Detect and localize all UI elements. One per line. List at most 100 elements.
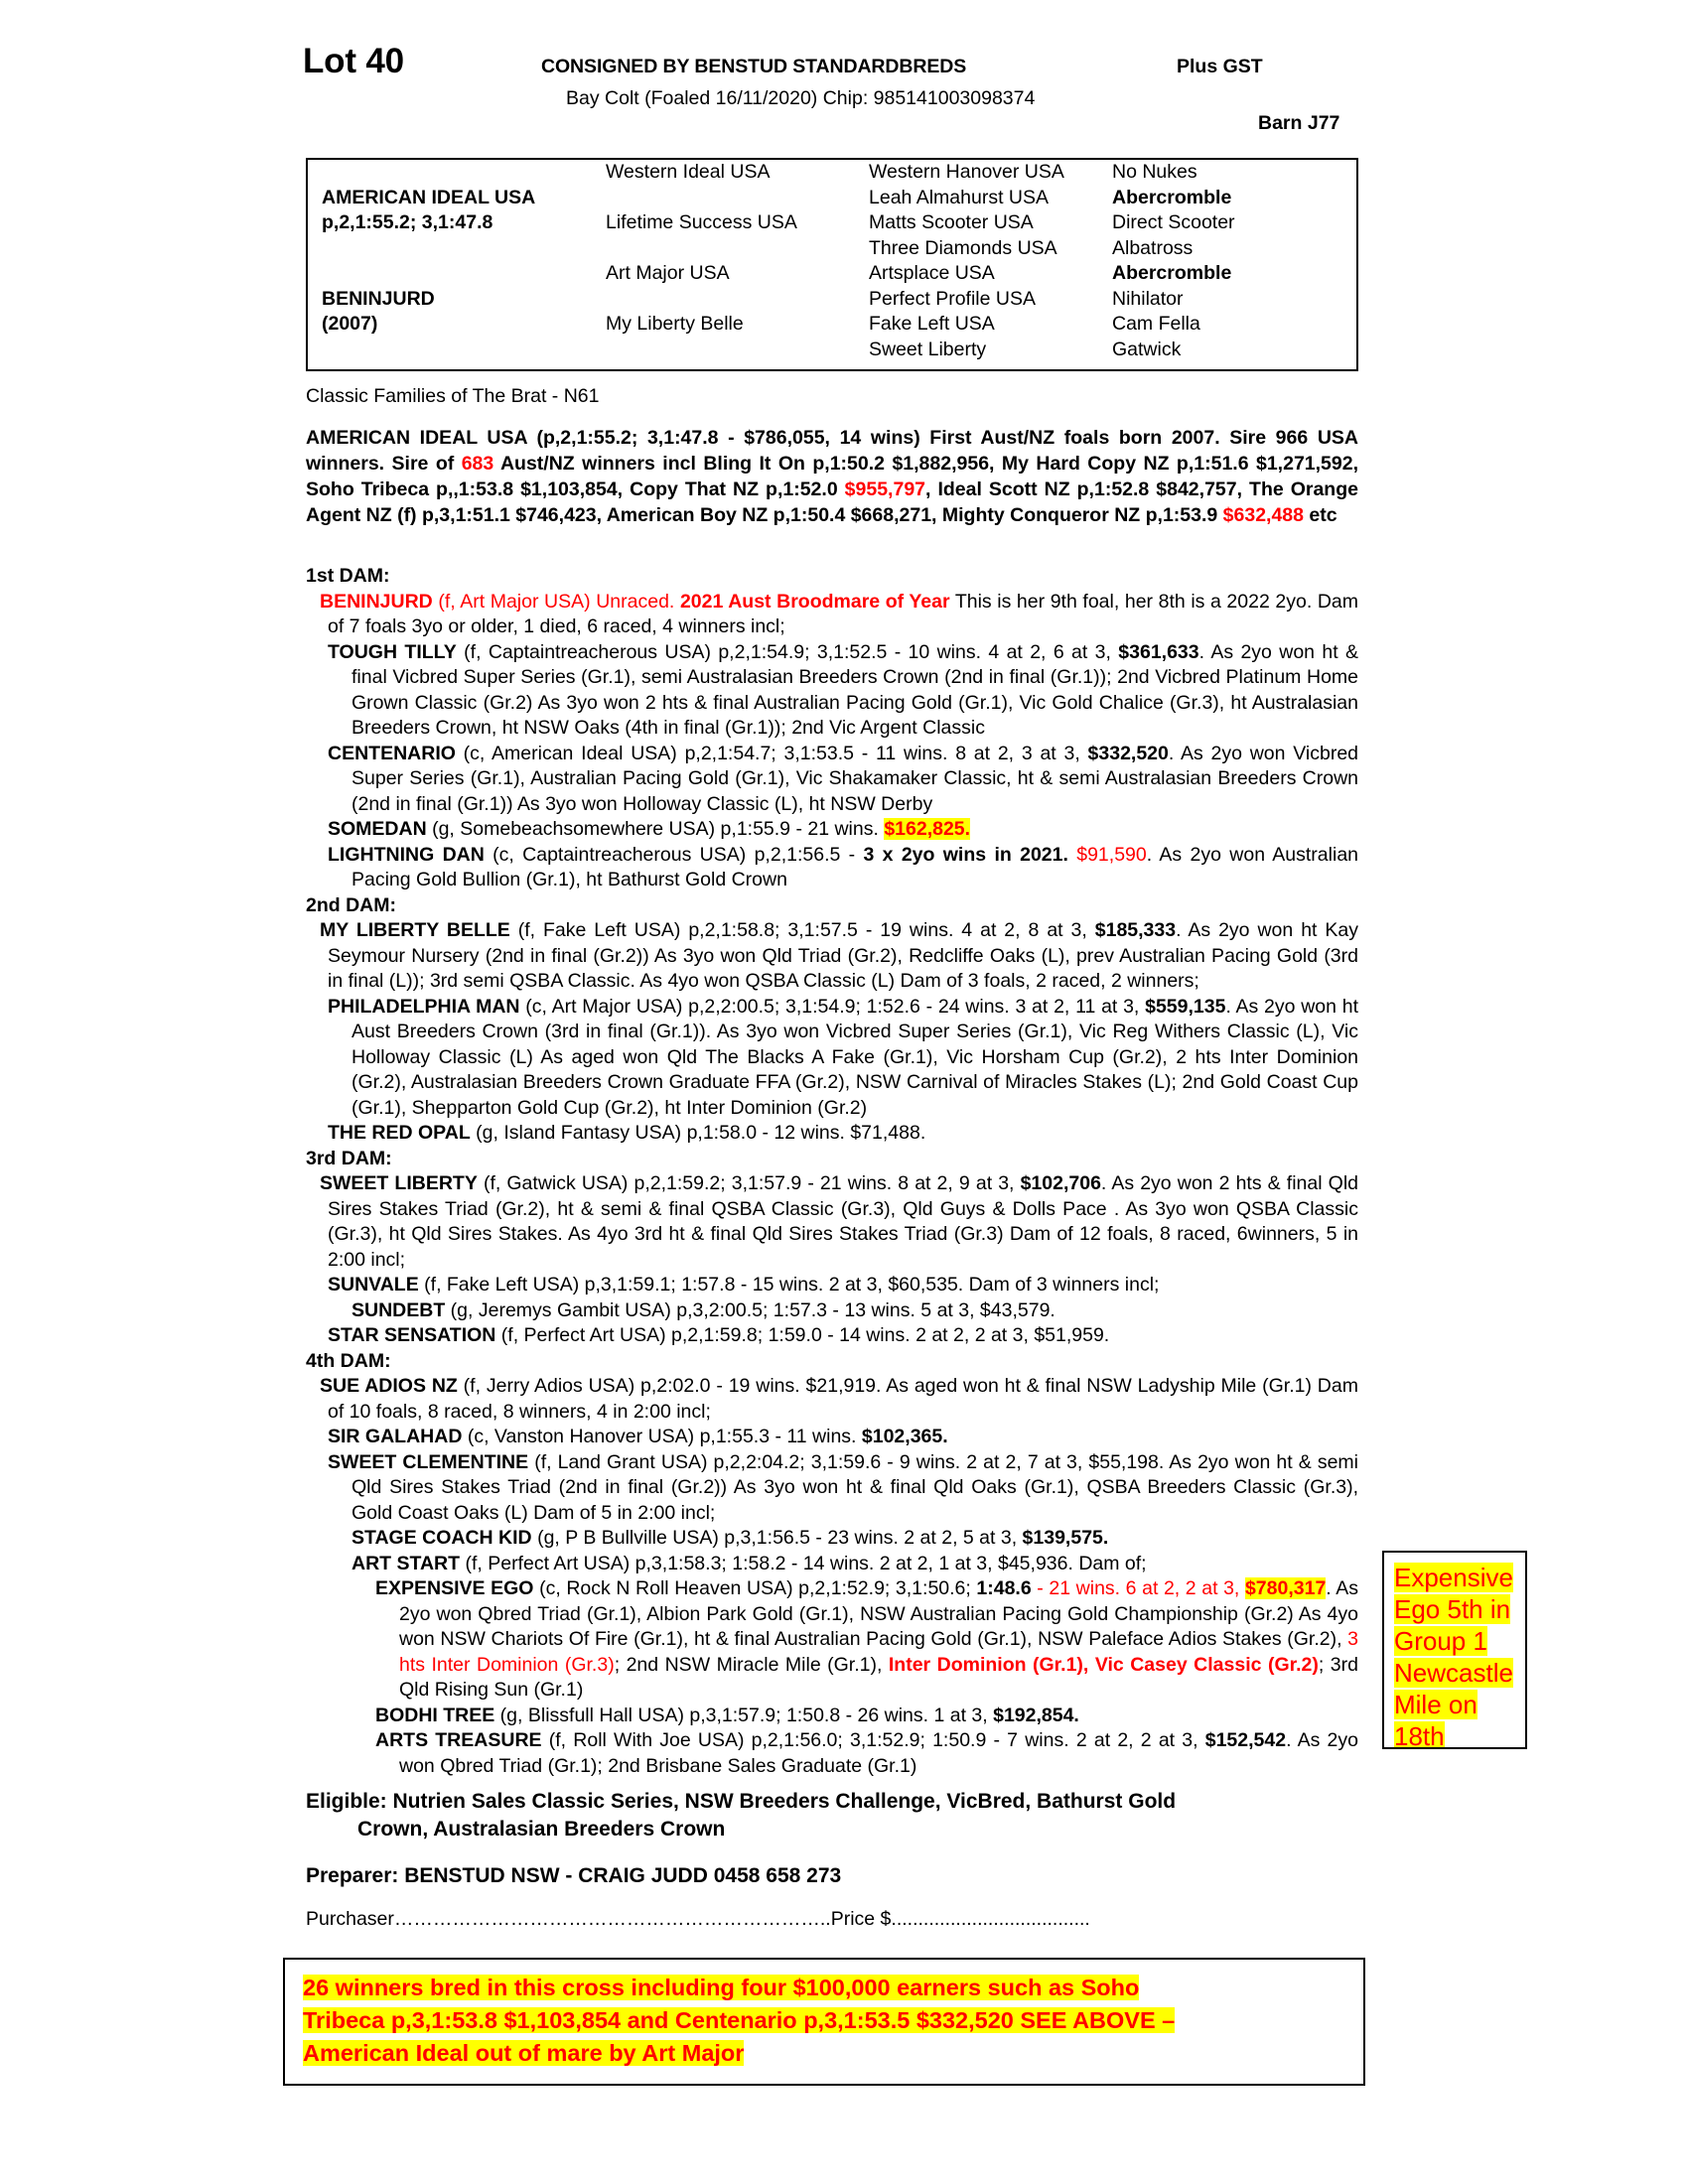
horse-name: SIR GALAHAD — [328, 1426, 463, 1447]
horse-red-placing-2: Inter Dominion (Gr.1), Vic Casey Classic… — [888, 1653, 1319, 1676]
classic-families-line: Classic Families of The Brat - N61 — [306, 385, 600, 407]
horse-name: CENTENARIO — [328, 742, 456, 764]
horse-best-time: 1:48.6 — [976, 1577, 1032, 1599]
horse-earnings: $185,333 — [1094, 919, 1177, 941]
pedigree-cell: Three Diamonds USA — [869, 236, 1057, 259]
entry-bodhi-tree: BODHI TREE (g, Blissfull Hall USA) p,3,1… — [306, 1704, 1358, 1729]
horse-record-1: . As 2yo won Qbred Triad (Gr.1), Albion … — [399, 1577, 1358, 1650]
entry-sir-galahad: SIR GALAHAD (c, Vanston Hanover USA) p,1… — [306, 1425, 1358, 1450]
pedigree-cell: Fake Left USA — [869, 313, 995, 335]
cross-line-3: American Ideal out of mare by Art Major — [303, 2040, 745, 2066]
colt-details-line: Bay Colt (Foaled 16/11/2020) Chip: 98514… — [566, 87, 1036, 109]
horse-record-2: ; 2nd NSW Miracle Mile (Gr.1), — [614, 1653, 889, 1676]
note-line-5: Mile on 18th — [1394, 1690, 1477, 1749]
sire-text-1: AMERICAN IDEAL USA (p,2,1:55.2; 3,1:47.8… — [306, 427, 1358, 475]
horse-earnings: $192,854. — [993, 1704, 1079, 1726]
horse-detail: (f, Land Grant USA) p,2,2:04.2; 3,1:59.6… — [352, 1450, 1358, 1524]
horse-name: PHILADELPHIA MAN — [328, 995, 520, 1018]
horse-record: . As 2yo won Australian Pacing Gold Bull… — [352, 843, 1359, 891]
entry-stage-coach-kid: STAGE COACH KID (g, P B Bullville USA) p… — [306, 1526, 1358, 1552]
entry-beninjurd: BENINJURD (f, Art Major USA) Unraced. 20… — [306, 590, 1358, 640]
note-line-2: Ego 5th in — [1394, 1594, 1511, 1624]
horse-wins: - 21 wins. 6 at 2, 2 at 3, — [1031, 1577, 1245, 1599]
page-header: Lot 40 CONSIGNED BY BENSTUD STANDARDBRED… — [0, 0, 1688, 134]
broodmare-award: 2021 Aust Broodmare of Year — [679, 590, 950, 613]
annotation-note-text: Expensive Ego 5th in Group 1 Newcastle M… — [1384, 1553, 1525, 1749]
consignor-line: CONSIGNED BY BENSTUD STANDARDBREDS — [541, 56, 967, 77]
plus-gst-label: Plus GST — [1177, 56, 1263, 77]
horse-earnings: $152,542 — [1204, 1729, 1287, 1751]
entry-somedan: SOMEDAN (g, Somebeachsomewhere USA) p,1:… — [306, 817, 1358, 843]
dam-name: BENINJURD — [322, 287, 435, 310]
pedigree-cell: Abercromble — [1112, 262, 1232, 284]
annotation-note-box: Expensive Ego 5th in Group 1 Newcastle M… — [1382, 1551, 1527, 1749]
pedigree-col-grandparents: Western Ideal USA x Lifetime Success USA… — [606, 160, 869, 338]
horse-detail: (f, Perfect Art USA) p,2,1:59.8; 1:59.0 … — [495, 1324, 1110, 1346]
lot-number: Lot 40 — [303, 42, 404, 80]
horse-name: STAGE COACH KID — [352, 1527, 532, 1549]
horse-detail: (f, Roll With Joe USA) p,2,1:56.0; 3,1:5… — [541, 1729, 1205, 1751]
sire-winners-count: 683 — [461, 453, 494, 475]
entry-the-red-opal: THE RED OPAL (g, Island Fantasy USA) p,1… — [306, 1121, 1358, 1147]
horse-2yo-wins: 3 x 2yo wins in 2021. — [863, 843, 1068, 866]
horse-record: . As 2yo won Vicbred Super Series (Gr.1)… — [352, 742, 1359, 815]
entry-philadelphia-man: PHILADELPHIA MAN (c, Art Major USA) p,2,… — [306, 995, 1358, 1122]
pedigree-col-4th-gen: No Nukes Abercromble Direct Scooter Alba… — [1112, 160, 1350, 362]
pedigree-cell: Direct Scooter — [1112, 211, 1235, 233]
horse-name: SWEET LIBERTY — [320, 1172, 478, 1194]
sire-earnings-2: $632,488 — [1222, 504, 1304, 526]
horse-detail: (c, Vanston Hanover USA) p,1:55.3 - 11 w… — [462, 1426, 862, 1447]
dam-heading-2: 2nd DAM: — [306, 893, 396, 916]
horse-detail: (f, Captaintreacherous USA) p,2,1:54.9; … — [456, 640, 1119, 663]
horse-name: LIGHTNING DAN — [328, 843, 485, 866]
pedigree-cell: Leah Almahurst USA — [869, 186, 1050, 208]
entry-lightning-dan: LIGHTNING DAN (c, Captaintreacherous USA… — [306, 843, 1358, 893]
pedigree-cell: Lifetime Success USA — [606, 211, 797, 233]
pedigree-table: x AMERICAN IDEAL USA p,2,1:55.2; 3,1:47.… — [306, 158, 1358, 371]
horse-detail: (g, Jeremys Gambit USA) p,3,2:00.5; 1:57… — [445, 1298, 1055, 1321]
horse-detail: (f, Jerry Adios USA) p,2:02.0 - 19 wins.… — [328, 1375, 1358, 1423]
entry-sue-adios: SUE ADIOS NZ (f, Jerry Adios USA) p,2:02… — [306, 1374, 1358, 1425]
horse-name: SUNDEBT — [352, 1298, 446, 1321]
sire-text-3: , Ideal Scott NZ p,1:52.8 $842,757, The … — [306, 478, 1358, 526]
pedigree-narrative: 1st DAM: BENINJURD (f, Art Major USA) Un… — [306, 564, 1358, 1779]
sire-text-2: Aust/NZ winners incl Bling It On p,1:50.… — [306, 453, 1359, 500]
eligible-line-2: Crown, Australasian Breeders Crown — [357, 1818, 726, 1841]
horse-record: . As 2yo won ht Aust Breeders Crown (3rd… — [352, 995, 1358, 1119]
horse-record: . As 2yo won ht & final Vicbred Super Se… — [352, 640, 1358, 740]
pedigree-cell: Perfect Profile USA — [869, 287, 1036, 310]
sire-summary-paragraph: AMERICAN IDEAL USA (p,2,1:55.2; 3,1:47.8… — [306, 425, 1358, 528]
note-line-1: Expensive — [1394, 1563, 1513, 1592]
horse-name: BODHI TREE — [375, 1704, 495, 1726]
preparer-line: Preparer: BENSTUD NSW - CRAIG JUDD 0458 … — [306, 1864, 842, 1887]
purchaser-line: Purchaser…………………………………………………………..Price $… — [306, 1908, 1090, 1930]
cross-summary-text: 26 winners bred in this cross including … — [303, 1972, 1345, 2070]
pedigree-cell: Western Hanover USA — [869, 161, 1064, 183]
entry-tough-tilly: TOUGH TILLY (f, Captaintreacherous USA) … — [306, 640, 1358, 742]
sire-earnings-1: $955,797 — [844, 478, 926, 500]
entry-my-liberty-belle: MY LIBERTY BELLE (f, Fake Left USA) p,2,… — [306, 918, 1358, 995]
horse-earnings: $559,135 — [1145, 995, 1226, 1018]
note-line-4: Newcastle — [1394, 1658, 1513, 1688]
cross-summary-box: 26 winners bred in this cross including … — [283, 1958, 1365, 2086]
horse-detail: (f, Fake Left USA) p,3,1:59.1; 1:57.8 - … — [418, 1274, 1160, 1296]
horse-name: ARTS TREASURE — [375, 1729, 542, 1751]
eligible-section: Eligible: Nutrien Sales Classic Series, … — [306, 1788, 1358, 1843]
entry-sweet-clementine: SWEET CLEMENTINE (f, Land Grant USA) p,2… — [306, 1450, 1358, 1527]
horse-name: SWEET CLEMENTINE — [328, 1450, 529, 1473]
entry-centenario: CENTENARIO (c, American Ideal USA) p,2,1… — [306, 742, 1358, 818]
horse-detail: (f, Perfect Art USA) p,3,1:58.3; 1:58.2 … — [460, 1552, 1147, 1574]
horse-earnings: $102,706 — [1020, 1172, 1101, 1194]
pedigree-col-great-grandparents: Western Hanover USA Leah Almahurst USA M… — [869, 160, 1112, 362]
cross-line-1: 26 winners bred in this cross including … — [303, 1975, 1140, 2000]
entry-star-sensation: STAR SENSATION (f, Perfect Art USA) p,2,… — [306, 1323, 1358, 1349]
horse-detail: (c, Rock N Roll Heaven USA) p,2,1:52.9; … — [533, 1577, 977, 1599]
pedigree-cell: Gatwick — [1112, 338, 1182, 360]
pedigree-cell: Sweet Liberty — [869, 338, 987, 360]
horse-red-placing-1: 3 hts Inter Dominion (Gr.3) — [399, 1628, 1358, 1676]
pedigree-cell: Artsplace USA — [869, 262, 995, 284]
pedigree-cell: My Liberty Belle — [606, 313, 744, 335]
pedigree-cell: Cam Fella — [1112, 313, 1200, 335]
horse-earnings: $780,317 — [1244, 1577, 1327, 1599]
